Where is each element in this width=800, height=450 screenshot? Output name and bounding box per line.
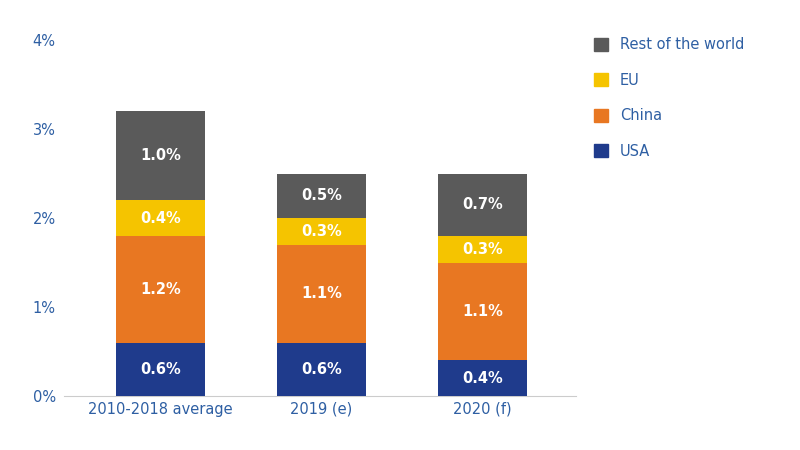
Bar	[116, 112, 205, 200]
Legend: Rest of the world, EU, China, USA: Rest of the world, EU, China, USA	[594, 37, 744, 158]
Bar	[438, 263, 527, 360]
Text: 1.0%: 1.0%	[140, 148, 181, 163]
Text: 1.1%: 1.1%	[462, 304, 503, 319]
Text: 0.6%: 0.6%	[302, 362, 342, 377]
Text: 1.2%: 1.2%	[140, 282, 181, 297]
Bar	[116, 200, 205, 236]
Text: 1.1%: 1.1%	[301, 286, 342, 301]
Bar	[438, 174, 527, 236]
Text: 0.4%: 0.4%	[462, 371, 503, 386]
Text: 0.4%: 0.4%	[140, 211, 181, 225]
Bar	[278, 218, 366, 245]
Bar	[278, 174, 366, 218]
Bar	[116, 236, 205, 342]
Bar	[278, 342, 366, 396]
Bar	[438, 236, 527, 263]
Text: 0.3%: 0.3%	[302, 224, 342, 239]
Bar	[278, 245, 366, 342]
Bar	[438, 360, 527, 396]
Text: 0.7%: 0.7%	[462, 197, 503, 212]
Text: 0.5%: 0.5%	[301, 189, 342, 203]
Text: 0.6%: 0.6%	[140, 362, 181, 377]
Text: 0.3%: 0.3%	[462, 242, 503, 257]
Bar	[116, 342, 205, 396]
